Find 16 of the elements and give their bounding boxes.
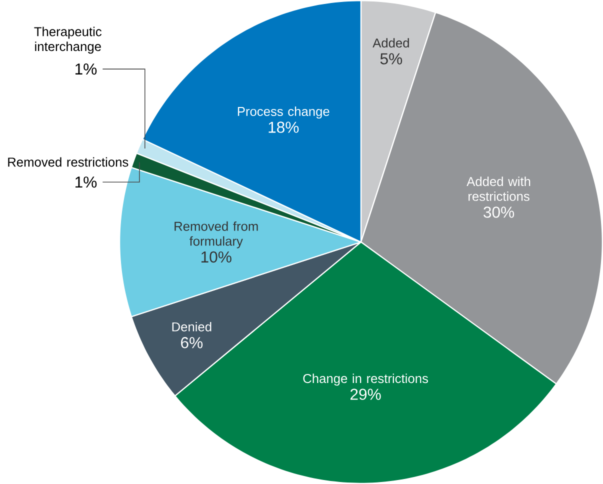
data-label: 5% [380,53,402,64]
data-label: 1% [75,176,97,188]
slice-label: Process change [238,106,330,119]
data-label: 29% [350,388,381,400]
data-label: 18% [268,122,299,133]
slice-label: Therapeutic interchange [34,26,102,54]
data-label: 6% [181,337,203,348]
slice-label: Removed restrictions [8,157,128,167]
slice-label: Added with restrictions [466,176,530,201]
data-label: 30% [484,206,514,218]
slice-label: Added [372,38,409,48]
slice-label: Change in restrictions [303,374,428,386]
data-label: 10% [201,251,232,263]
slice-label: Denied [172,322,212,332]
slice-label: Removed from formulary [174,221,258,248]
data-label: 1% [75,63,97,75]
